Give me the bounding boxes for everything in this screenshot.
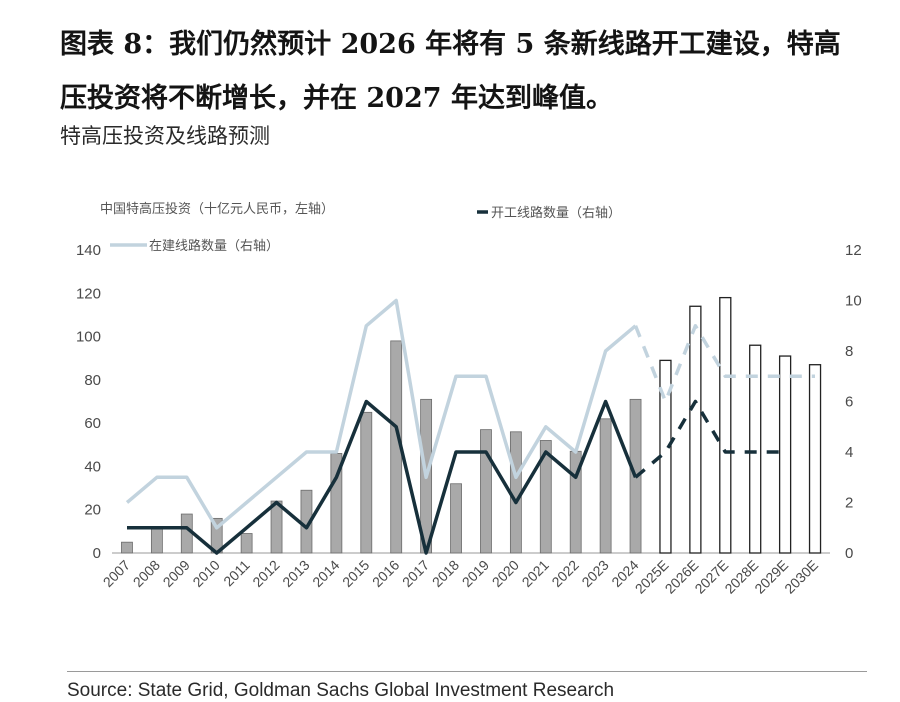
x-axis-tick-label: 2030E [781, 557, 821, 597]
right-axis-tick-label: 0 [845, 545, 853, 562]
right-axis-tick-label: 2 [845, 495, 853, 512]
investment-bar [150, 526, 163, 554]
investment-bar [808, 364, 822, 554]
x-axis-tick-label: 2021 [519, 557, 552, 590]
x-axis-tick-label: 2013 [279, 557, 312, 590]
chart-heading: 图表 8：我们仍然预计 2026 年将有 5 条新线路开工建设，特高压投资将不断… [60, 29, 841, 114]
investment-bar [450, 483, 462, 554]
legend-investment-label: 中国特高压投资（十亿元人民币，左轴） [100, 201, 334, 217]
right-axis-tick-label: 8 [845, 343, 853, 360]
x-axis-tick-label: 2020 [489, 557, 522, 590]
x-axis-tick-label: 2019 [459, 557, 492, 590]
x-axis-tick-label: 2023 [578, 557, 611, 590]
left-axis-tick-label: 100 [76, 329, 101, 346]
investment-bar [719, 296, 732, 554]
under-construction-line-forecast [633, 324, 815, 404]
investment-bar [121, 541, 133, 554]
investment-bar [360, 411, 373, 554]
investment-bar [480, 429, 492, 554]
right-axis-tick-label: 10 [845, 293, 862, 310]
x-axis-tick-label: 2007 [100, 557, 133, 590]
x-axis-tick-label: 2018 [429, 557, 462, 590]
left-axis-tick-label: 140 [76, 242, 101, 259]
under-construction-line-actual [125, 298, 637, 530]
x-axis-tick-label: 2017 [399, 557, 432, 590]
investment-bar [180, 513, 193, 554]
lines-started-line-forecast [634, 399, 786, 479]
left-axis-tick-label: 80 [84, 372, 101, 389]
right-axis-tick-label: 6 [845, 394, 853, 411]
legend-lines-started-label: 开工线路数量（右轴） [491, 205, 621, 221]
investment-bar [270, 500, 283, 554]
left-axis-tick-label: 40 [84, 458, 101, 475]
investment-bar [749, 344, 762, 554]
investment-bar [599, 418, 612, 554]
left-axis-tick-label: 20 [84, 502, 101, 519]
left-axis-tick-label: 60 [84, 415, 101, 432]
right-axis-tick-label: 4 [845, 444, 853, 461]
investment-bar [509, 431, 522, 554]
left-axis-tick-label: 120 [76, 285, 101, 302]
x-axis-tick-label: 2016 [369, 557, 402, 590]
x-axis-tick-label: 2014 [309, 557, 342, 590]
x-axis-tick-label: 2011 [220, 557, 253, 590]
x-axis-tick-label: 2022 [548, 557, 581, 590]
x-axis-tick-label: 2008 [130, 557, 163, 590]
source-divider [67, 671, 867, 672]
source-note: Source: State Grid, Goldman Sachs Global… [67, 680, 615, 701]
chart-subtitle: 特高压投资及线路预测 [60, 124, 270, 148]
investment-bar [240, 533, 253, 554]
x-axis-tick-label: 2010 [189, 557, 222, 590]
investment-bar [689, 305, 702, 554]
x-axis-tick-label: 2012 [249, 557, 282, 590]
left-axis-tick-label: 0 [93, 545, 101, 562]
x-axis-tick-label: 2009 [160, 557, 193, 590]
investment-bar [778, 355, 792, 554]
lines-started-line-actual [127, 399, 638, 555]
investment-bar [539, 440, 552, 554]
legend-under-construction-label: 在建线路数量（右轴） [149, 238, 279, 254]
x-axis-tick-label: 2015 [339, 557, 372, 590]
right-axis-tick-label: 12 [845, 242, 862, 259]
